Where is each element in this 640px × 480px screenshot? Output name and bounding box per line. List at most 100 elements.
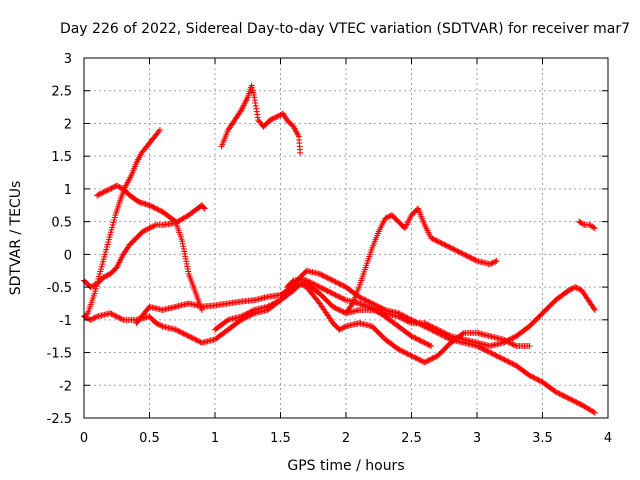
data-point (426, 325, 433, 332)
data-point (508, 360, 515, 367)
data-point (428, 326, 435, 333)
data-point (420, 322, 427, 329)
data-point (506, 339, 513, 346)
data-point (324, 288, 331, 295)
data-point (573, 284, 580, 291)
x-tick-label: 1.5 (270, 431, 291, 446)
x-tick-label: 3 (473, 431, 481, 446)
data-point (274, 298, 281, 305)
data-point (497, 354, 504, 361)
data-point (415, 356, 422, 363)
data-point (559, 392, 566, 399)
data-point (488, 260, 495, 267)
data-point (502, 337, 509, 344)
data-point (409, 333, 416, 340)
data-point (489, 259, 496, 266)
data-point (470, 255, 477, 262)
data-point (421, 323, 428, 330)
data-point (552, 388, 559, 395)
data-point (179, 240, 186, 247)
data-point (238, 313, 245, 320)
data-point (270, 300, 277, 307)
data-point (179, 238, 186, 245)
data-point (289, 278, 296, 285)
data-point (181, 331, 188, 338)
data-point (477, 344, 484, 351)
data-point (340, 324, 347, 331)
data-point (509, 335, 516, 342)
data-point (396, 310, 403, 317)
data-point (265, 303, 272, 310)
data-point (437, 331, 444, 338)
data-point (340, 295, 347, 302)
data-point (413, 355, 420, 362)
data-point (416, 320, 423, 327)
data-point (464, 253, 471, 260)
data-point (115, 314, 122, 321)
data-point (496, 354, 503, 361)
data-point (445, 243, 452, 250)
data-point (373, 302, 380, 309)
data-point (500, 336, 507, 343)
data-point (363, 297, 370, 304)
data-point (411, 334, 418, 341)
data-point (323, 274, 330, 281)
data-point (362, 297, 369, 304)
data-point (336, 293, 343, 300)
data-point (439, 332, 446, 339)
data-point (333, 305, 340, 312)
data-point (428, 235, 435, 241)
data-point (183, 258, 190, 265)
data-point (590, 305, 597, 312)
data-point (424, 341, 431, 348)
data-point (454, 248, 461, 255)
data-point (432, 328, 439, 335)
data-point (492, 258, 499, 265)
data-point (184, 263, 191, 270)
data-point (324, 274, 331, 281)
data-point (577, 401, 584, 408)
data-point (565, 395, 572, 402)
data-point (101, 188, 108, 195)
data-point (422, 358, 429, 365)
data-point (306, 278, 313, 285)
y-tick-label: 0.5 (51, 216, 72, 231)
data-point (311, 281, 318, 288)
data-point (200, 204, 207, 211)
data-point (408, 333, 415, 340)
data-point (441, 241, 448, 248)
data-point (401, 313, 408, 320)
data-point (407, 352, 414, 359)
data-point (109, 184, 116, 191)
data-point (430, 236, 437, 243)
data-point (488, 350, 495, 357)
data-point (149, 223, 156, 230)
data-point (182, 255, 189, 262)
data-point (567, 286, 574, 293)
data-point (322, 286, 329, 293)
data-point (438, 331, 445, 338)
data-point (557, 391, 564, 398)
data-point (481, 346, 488, 353)
data-point (532, 375, 539, 382)
data-point (433, 237, 440, 244)
data-point (175, 327, 182, 334)
data-point (151, 222, 158, 229)
data-point (150, 204, 157, 211)
data-point (189, 335, 196, 342)
data-point (337, 307, 344, 314)
data-point (429, 327, 436, 334)
data-point (183, 331, 190, 338)
data-point (468, 255, 475, 262)
data-point (337, 281, 344, 288)
data-point (442, 333, 449, 340)
data-point (172, 326, 179, 333)
data-point (268, 116, 275, 123)
data-point (475, 343, 482, 350)
data-point (149, 203, 156, 210)
data-point (459, 330, 466, 337)
data-point (462, 252, 469, 259)
data-point (493, 257, 500, 264)
data-point (109, 311, 116, 318)
